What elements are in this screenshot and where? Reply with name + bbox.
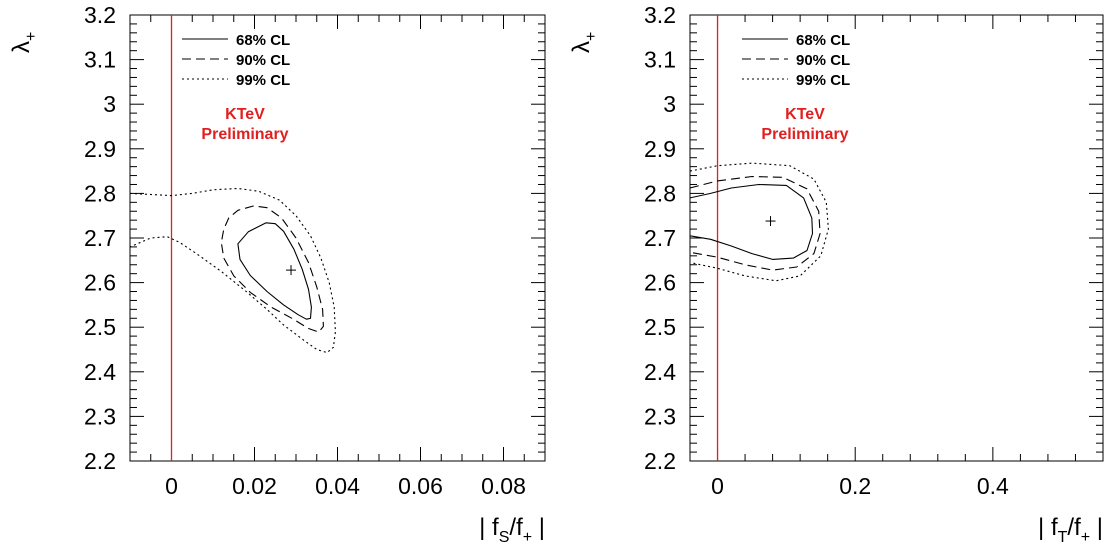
y-axis-title-sub: + — [23, 32, 40, 41]
contour-90-cl — [690, 175, 821, 271]
annotation-preliminary: Preliminary — [761, 126, 848, 143]
y-axis-title-main: λ — [568, 41, 595, 53]
y-tick-label: 3.2 — [84, 2, 116, 28]
legend: 68% CL 90% CL 99% CL — [182, 32, 290, 89]
y-tick-label: 2.2 — [84, 448, 116, 474]
contour-68-cl — [237, 222, 312, 320]
y-tick-label: 2.3 — [644, 403, 676, 429]
legend-label: 99% CL — [236, 72, 290, 89]
y-tick-label: 2.9 — [84, 136, 116, 162]
y-tick-label: 3.1 — [644, 47, 676, 73]
x-axis-title-part: /f — [1067, 514, 1081, 541]
x-axis-title-part: | f — [479, 514, 499, 541]
contour-68-cl — [690, 183, 814, 260]
annotation-ktev: KTeV — [225, 106, 265, 123]
y-axis-title: λ+ — [568, 32, 600, 53]
y-axis-title: λ+ — [8, 32, 40, 53]
y-tick-label: 2.8 — [644, 180, 676, 206]
contour-group — [130, 187, 336, 354]
legend-label: 68% CL — [236, 32, 290, 49]
y-tick-label: 2.6 — [644, 270, 676, 296]
y-tick-label: 2.6 — [84, 270, 116, 296]
y-axis-title-sub: + — [583, 32, 600, 41]
y-tick-label: 2.9 — [644, 136, 676, 162]
x-tick-label: 0.2 — [839, 473, 871, 499]
x-tick-label: 0 — [711, 473, 724, 499]
contour-90-cl — [220, 205, 324, 333]
y-tick-label: 3 — [663, 91, 676, 117]
x-tick-label: 0.04 — [315, 473, 360, 499]
y-axis-title-main: λ — [8, 41, 35, 53]
x-tick-label: 0.08 — [481, 473, 526, 499]
y-tick-label: 2.5 — [644, 314, 676, 340]
annotation-ktev: KTeV — [785, 106, 825, 123]
y-tick-label: 3.2 — [644, 2, 676, 28]
y-tick-label: 3.1 — [84, 47, 116, 73]
best-fit-marker — [286, 265, 297, 276]
legend-label: 90% CL — [796, 52, 850, 69]
y-tick-label: 2.2 — [644, 448, 676, 474]
y-tick-label: 2.7 — [84, 225, 116, 251]
contour-99-cl — [130, 187, 336, 354]
x-axis-title: | fT/f+ | — [1038, 514, 1103, 544]
legend-label: 99% CL — [796, 72, 850, 89]
y-tick-label: 2.4 — [84, 359, 116, 385]
legend-label: 90% CL — [236, 52, 290, 69]
x-tick-label: 0 — [165, 473, 178, 499]
plot-frame — [689, 14, 1104, 462]
legend-label: 68% CL — [796, 32, 850, 49]
x-axis-title-part: | f — [1038, 514, 1058, 541]
x-tick-label: 0.4 — [977, 473, 1009, 499]
x-axis-title-part: /f — [509, 514, 523, 541]
x-axis-title-part: T — [1058, 529, 1068, 544]
legend: 68% CL 90% CL 99% CL — [742, 32, 850, 89]
x-tick-label: 0.02 — [232, 473, 277, 499]
panel-fs: 2.2 2.3 2.4 2.5 2.6 2.7 2.8 2.9 3 3.1 3.2 0 0.02 0.04… — [8, 2, 546, 544]
x-axis-title-part: + — [523, 529, 532, 544]
x-axis-title-part: S — [499, 529, 510, 544]
y-tick-label: 2.3 — [84, 403, 116, 429]
x-axis-title-part: | — [532, 514, 545, 541]
plot-frame — [129, 14, 546, 462]
y-tick-label: 2.4 — [644, 359, 676, 385]
panel-ft: 2.2 2.3 2.4 2.5 2.6 2.7 2.8 2.9 3 3.1 3.2 0 0.2 0.4 68… — [568, 2, 1104, 544]
x-axis-title: | fS/f+ | — [479, 514, 545, 544]
y-tick-label: 2.8 — [84, 180, 116, 206]
contour-99-cl — [690, 162, 829, 282]
y-tick-label: 2.7 — [644, 225, 676, 251]
x-axis-title-part: + — [1081, 529, 1090, 544]
x-tick-label: 0.06 — [398, 473, 443, 499]
annotation-preliminary: Preliminary — [201, 126, 288, 143]
contour-group — [690, 162, 829, 282]
y-tick-label: 3 — [103, 91, 116, 117]
y-tick-label: 2.5 — [84, 314, 116, 340]
x-axis-title-part: | — [1090, 514, 1103, 541]
best-fit-marker — [765, 216, 776, 227]
